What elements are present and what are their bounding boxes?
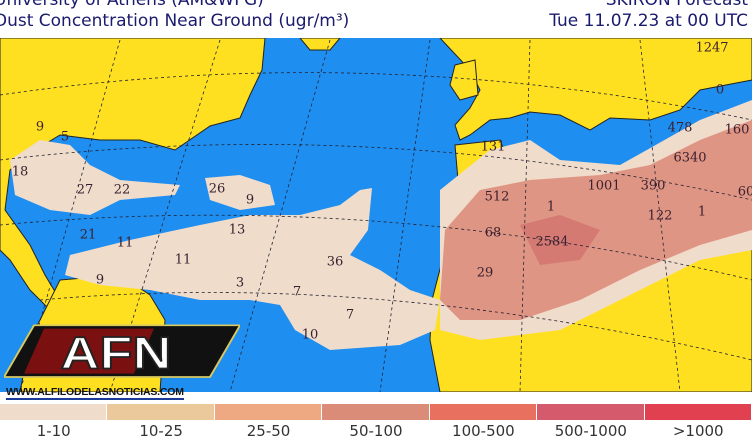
concentration-value: 1 — [697, 204, 707, 220]
svg-text:AFN: AFN — [61, 328, 172, 379]
color-legend — [0, 404, 752, 420]
concentration-value: 512 — [484, 189, 510, 205]
concentration-value: 26 — [208, 181, 226, 197]
concentration-value: 21 — [79, 227, 97, 243]
concentration-value: 22 — [113, 182, 131, 198]
afn-logo: AFN — [4, 324, 240, 380]
legend-label: 25-50 — [246, 422, 291, 440]
concentration-value: 11 — [116, 235, 134, 251]
concentration-value: 0 — [715, 82, 725, 98]
concentration-value: 160 — [724, 122, 750, 138]
graticule — [0, 39, 752, 393]
legend-labels: 1-10 10-25 25-50 50-100 100-500 500-1000 >1000 — [0, 423, 752, 439]
legend-swatch — [107, 404, 215, 420]
header-line-2: Dust Concentration Near Ground (ugr/m³) … — [0, 13, 752, 30]
concentration-value: 6340 — [673, 150, 707, 166]
land-europe — [438, 37, 752, 141]
legend-swatch — [0, 404, 108, 420]
dust-sahara-core — [520, 215, 600, 265]
legend-label: 10-25 — [139, 422, 183, 440]
dust-atlantic — [65, 188, 440, 350]
concentration-value: 1001 — [587, 178, 621, 194]
concentration-value: 9 — [35, 119, 45, 135]
dust-gulf — [10, 140, 180, 215]
legend-swatch — [214, 404, 323, 420]
concentration-value: 60 — [737, 184, 752, 200]
dust-map: 9 5 18 27 22 26 9 13 21 11 11 9 3 36 7 7 10 131 512 1 68 2584… — [0, 37, 752, 393]
legend-swatch — [429, 404, 538, 420]
concentration-value: 18 — [11, 164, 29, 180]
concentration-value: 68 — [484, 225, 502, 241]
concentration-value: 9 — [245, 192, 255, 208]
header-line-1: University of Athens (AM&WFG) SKIRON For… — [0, 0, 752, 9]
concentration-value: 131 — [480, 139, 506, 155]
forecast-label: SKIRON Forecast — [605, 0, 748, 10]
dust-atlantic-north — [205, 175, 275, 210]
concentration-value: 36 — [326, 254, 344, 270]
concentration-value: 1 — [546, 199, 556, 215]
legend-swatch — [537, 404, 645, 420]
source-label: University of Athens (AM&WFG) — [0, 0, 264, 10]
dust-sahara — [440, 120, 752, 320]
concentration-value: 478 — [667, 120, 693, 136]
map-title: Dust Concentration Near Ground (ugr/m³) — [0, 11, 350, 31]
concentration-value: 390 — [640, 178, 666, 194]
land-uk — [449, 59, 479, 101]
concentration-value: 122 — [647, 208, 673, 224]
concentration-value: 9 — [95, 272, 105, 288]
concentration-value: 2584 — [535, 234, 569, 250]
forecast-datetime: Tue 11.07.23 at 00 UTC — [549, 11, 748, 31]
map-canvas — [0, 37, 752, 393]
concentration-value: 13 — [228, 222, 246, 238]
legend-label: >1000 — [672, 422, 724, 440]
concentration-value: 3 — [235, 275, 245, 291]
watermark-url: WWW.ALFILODELASNOTICIAS.COM — [6, 386, 184, 400]
concentration-value: 7 — [292, 284, 302, 300]
concentration-value: 1247 — [695, 40, 729, 56]
legend-label: 1-10 — [36, 422, 71, 440]
concentration-value: 5 — [60, 129, 70, 145]
concentration-value: 29 — [476, 265, 494, 281]
legend-label: 500-1000 — [554, 422, 627, 440]
concentration-value: 10 — [301, 327, 319, 343]
concentration-value: 27 — [76, 182, 94, 198]
legend-swatch — [322, 404, 430, 420]
concentration-value: 11 — [174, 252, 192, 268]
legend-swatch — [644, 404, 752, 420]
concentration-value: 7 — [345, 307, 355, 323]
legend-label: 50-100 — [349, 422, 403, 440]
legend-label: 100-500 — [452, 422, 515, 440]
